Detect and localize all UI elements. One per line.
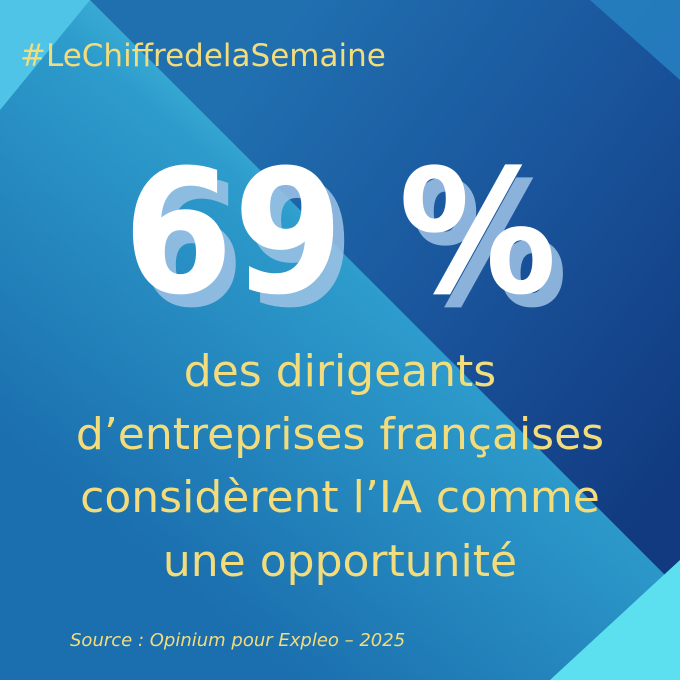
- headline: 69 %: [123, 133, 557, 333]
- description-line: des dirigeants: [184, 346, 496, 397]
- headline-shadow: 69 %: [134, 146, 568, 346]
- corner-stripe: [550, 560, 680, 680]
- corner-stripe: [0, 0, 90, 110]
- source: Source : Opinium pour Expleo – 2025: [70, 630, 405, 651]
- diagonal-panel: [90, 0, 680, 590]
- corner-stripe: [590, 0, 680, 80]
- description-line: d’entreprises françaises: [76, 409, 604, 460]
- hashtag: #LeChiffredelaSemaine: [20, 38, 386, 74]
- description-line: considèrent l’IA comme: [80, 472, 600, 523]
- description-line: une opportunité: [163, 536, 517, 587]
